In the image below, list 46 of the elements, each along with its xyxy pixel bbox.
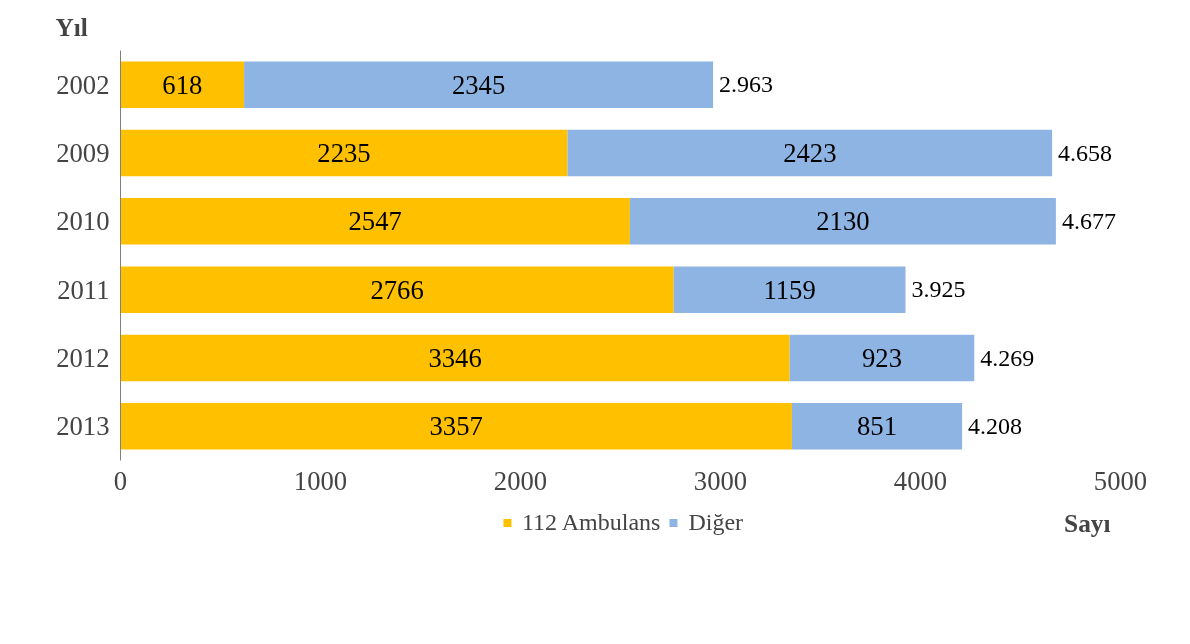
bar bbox=[120, 266, 674, 313]
total-label: 4.677 bbox=[1061, 207, 1116, 234]
y-tick-label: 2011 bbox=[57, 274, 110, 305]
x-axis-title: Sayı bbox=[1064, 508, 1111, 537]
data-label: 2235 bbox=[317, 138, 371, 168]
data-label: 2547 bbox=[348, 206, 402, 237]
data-label: 2345 bbox=[451, 69, 506, 100]
x-tick-label: 4000 bbox=[893, 465, 948, 496]
x-tick-label: 5000 bbox=[1093, 465, 1148, 496]
data-label: 2423 bbox=[783, 138, 837, 168]
x-tick-label: 2000 bbox=[493, 465, 548, 496]
bar bbox=[120, 403, 792, 450]
y-axis-title: Yıl bbox=[55, 12, 88, 41]
bar bbox=[629, 198, 1056, 245]
data-label: 2766 bbox=[370, 274, 424, 305]
total-label: 2.963 bbox=[719, 71, 774, 98]
legend-label: Diğer bbox=[688, 508, 744, 536]
y-tick-label: 2012 bbox=[56, 343, 110, 373]
y-tick-label: 2009 bbox=[56, 138, 110, 168]
y-tick-label: 2013 bbox=[56, 411, 110, 442]
bar bbox=[120, 334, 790, 382]
bar bbox=[120, 61, 245, 108]
data-label: 851 bbox=[857, 411, 897, 442]
bar bbox=[673, 266, 906, 313]
data-label: 3346 bbox=[428, 343, 482, 373]
data-label: 3357 bbox=[429, 411, 483, 442]
bar bbox=[791, 403, 963, 450]
data-label: 2130 bbox=[816, 206, 870, 237]
legend-label: 112 Ambulans bbox=[521, 508, 661, 536]
data-label: 1159 bbox=[763, 274, 816, 305]
bar bbox=[789, 334, 975, 382]
data-label: 923 bbox=[862, 343, 902, 373]
bar bbox=[120, 198, 630, 245]
y-tick-label: 2002 bbox=[56, 69, 110, 100]
y-tick-label: 2010 bbox=[56, 206, 110, 237]
x-tick-label: 3000 bbox=[693, 465, 748, 496]
total-label: 3.925 bbox=[911, 276, 966, 303]
total-label: 4.208 bbox=[968, 412, 1023, 439]
x-tick-label: 0 bbox=[113, 465, 128, 496]
data-label: 618 bbox=[162, 69, 203, 100]
total-label: 4.658 bbox=[1058, 139, 1113, 166]
total-label: 4.269 bbox=[980, 344, 1035, 371]
bar bbox=[567, 129, 1053, 177]
bar bbox=[120, 129, 568, 177]
bar bbox=[244, 61, 714, 108]
x-tick-label: 1000 bbox=[293, 465, 348, 496]
